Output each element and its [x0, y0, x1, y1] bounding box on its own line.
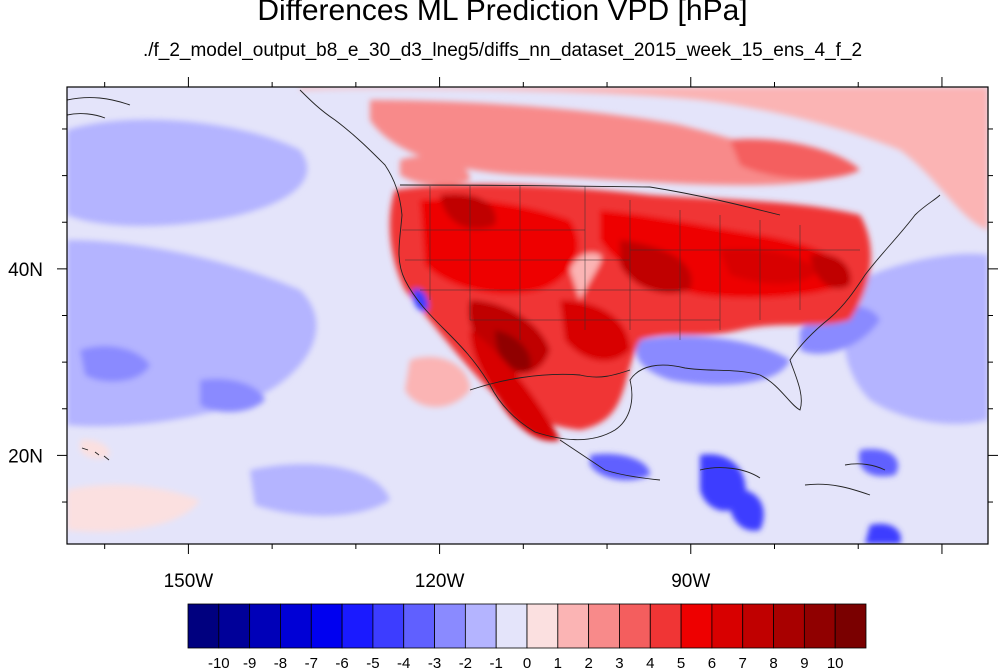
colorbar-swatch: [464, 603, 497, 649]
colorbar-label: -1: [490, 655, 503, 672]
lat-tick-label: 40N: [8, 260, 43, 281]
colorbar-label: 1: [554, 655, 562, 672]
colorbar-label: 2: [584, 655, 592, 672]
colorbar-swatch: [495, 603, 528, 649]
colorbar: -10 -9 -8 -7 -6 -5 -4 -3 -2 -1 0 1 2 3 4 5 6 7 8 9 10: [187, 603, 867, 672]
colorbar-label: 0: [523, 655, 531, 672]
colorbar-swatch: [218, 603, 251, 649]
colorbar-swatch: [803, 603, 836, 649]
colorbar-swatch: [711, 603, 744, 649]
colorbar-label: 4: [646, 655, 654, 672]
colorbar-label: -4: [397, 655, 410, 672]
colorbar-swatch: [619, 603, 651, 649]
colorbar-label: 10: [827, 655, 844, 672]
colorbar-swatch: [249, 603, 281, 649]
colorbar-swatch: [834, 603, 867, 649]
colorbar-label: -3: [428, 655, 441, 672]
colorbar-swatch: [526, 603, 559, 649]
plot-title: Differences ML Prediction VPD [hPa]: [257, 0, 748, 27]
colorbar-label: 7: [739, 655, 747, 672]
colorbar-swatch: [310, 603, 343, 649]
axis-labels: 150W 120W 90W 40N 20N: [8, 260, 710, 592]
state-borders: [402, 186, 860, 340]
axis-ticks: [57, 77, 998, 554]
lon-tick-label: 150W: [164, 571, 214, 592]
colorbar-label: -2: [459, 655, 472, 672]
colorbar-swatch: [649, 603, 682, 649]
colorbar-swatch: [341, 603, 374, 649]
colorbar-label: -6: [335, 655, 348, 672]
colorbar-swatch: [680, 603, 713, 649]
colorbar-swatch: [372, 603, 405, 649]
vpd-difference-field: [67, 87, 988, 544]
colorbar-label: -7: [305, 655, 318, 672]
colorbar-label: 9: [800, 655, 808, 672]
colorbar-label: -9: [243, 655, 256, 672]
coastlines: [67, 89, 941, 496]
lon-tick-label: 120W: [415, 571, 465, 592]
colorbar-label: 6: [708, 655, 716, 672]
colorbar-swatch: [434, 603, 466, 649]
colorbar-swatch: [403, 603, 435, 649]
colorbar-label: -8: [274, 655, 287, 672]
colorbar-swatch: [557, 603, 590, 649]
colorbar-label: 8: [769, 655, 777, 672]
colorbar-swatch: [773, 603, 805, 649]
colorbar-label: -5: [366, 655, 379, 672]
plot-subtitle: ./f_2_model_output_b8_e_30_d3_lneg5/diff…: [142, 40, 863, 61]
colorbar-label: 5: [677, 655, 685, 672]
colorbar-swatch: [280, 603, 312, 649]
colorbar-swatch: [742, 603, 774, 649]
colorbar-label: 3: [615, 655, 623, 672]
colorbar-label: -10: [208, 655, 230, 672]
colorbar-swatch: [588, 603, 620, 649]
lat-tick-label: 20N: [8, 446, 43, 467]
lon-tick-label: 90W: [671, 571, 710, 592]
colorbar-swatch: [187, 603, 220, 649]
